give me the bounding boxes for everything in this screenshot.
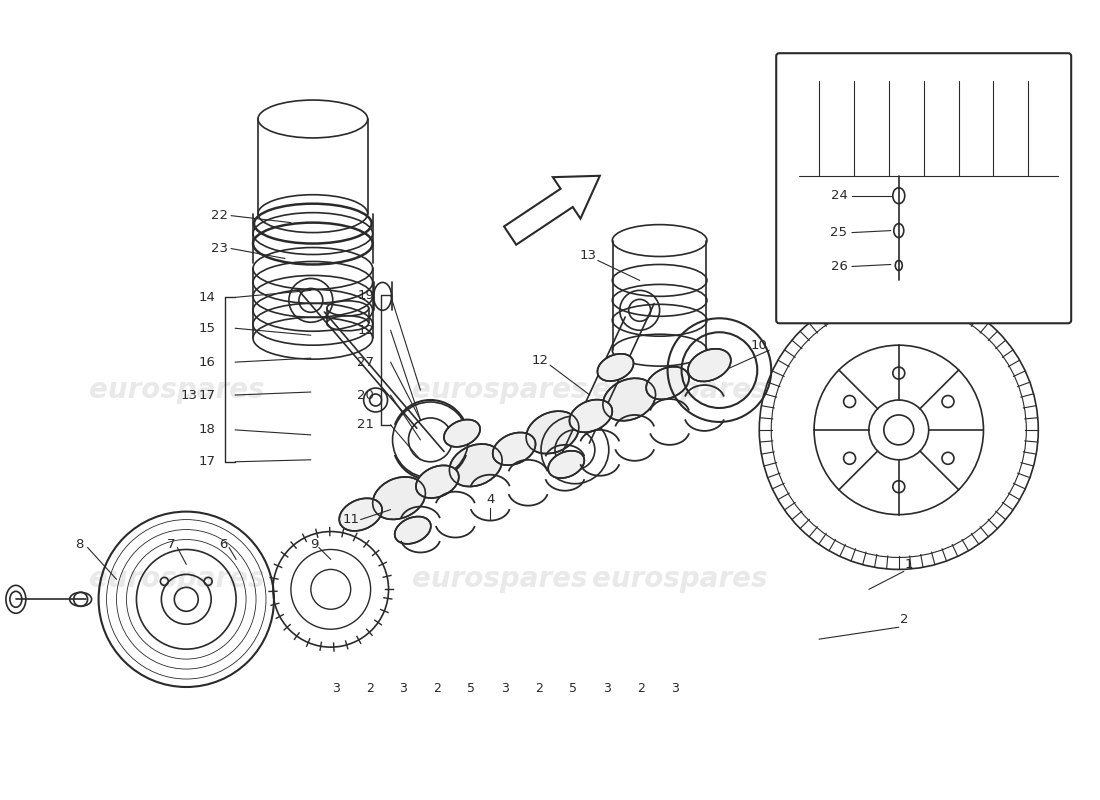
- Text: 5: 5: [468, 682, 475, 695]
- Text: 23: 23: [211, 242, 228, 255]
- Text: 12: 12: [358, 324, 374, 337]
- Text: 21: 21: [358, 418, 374, 431]
- Text: 18: 18: [199, 423, 216, 436]
- Ellipse shape: [493, 433, 536, 465]
- Text: 20: 20: [358, 389, 374, 402]
- Ellipse shape: [450, 444, 502, 486]
- Text: 26: 26: [830, 260, 847, 273]
- Text: 5: 5: [569, 682, 576, 695]
- Text: 24: 24: [830, 190, 847, 202]
- Text: 8: 8: [76, 538, 84, 551]
- Text: 3: 3: [399, 682, 407, 695]
- Text: 2: 2: [433, 682, 441, 695]
- Ellipse shape: [416, 466, 459, 498]
- Text: eurospares: eurospares: [412, 376, 587, 404]
- Text: eurospares: eurospares: [89, 376, 264, 404]
- Ellipse shape: [646, 366, 689, 399]
- Ellipse shape: [597, 354, 634, 381]
- Text: 7: 7: [167, 538, 176, 551]
- Text: eurospares: eurospares: [592, 566, 768, 594]
- Text: 3: 3: [603, 682, 611, 695]
- Text: 19: 19: [358, 289, 374, 302]
- Text: eurospares: eurospares: [412, 566, 587, 594]
- Text: 25: 25: [830, 226, 847, 239]
- Text: 3: 3: [671, 682, 679, 695]
- Ellipse shape: [548, 450, 584, 478]
- Text: 12: 12: [531, 354, 549, 366]
- Text: 2: 2: [900, 613, 908, 626]
- Text: 14: 14: [199, 291, 216, 304]
- Text: 4: 4: [486, 493, 494, 506]
- FancyArrow shape: [504, 176, 600, 245]
- FancyBboxPatch shape: [777, 54, 1071, 323]
- Text: 22: 22: [211, 209, 228, 222]
- Ellipse shape: [444, 419, 480, 447]
- Ellipse shape: [373, 477, 426, 519]
- Text: eurospares: eurospares: [89, 566, 264, 594]
- Text: 3: 3: [332, 682, 340, 695]
- Text: 13: 13: [580, 249, 596, 262]
- Ellipse shape: [339, 498, 382, 531]
- Ellipse shape: [526, 411, 579, 454]
- Text: 3: 3: [502, 682, 509, 695]
- Text: 10: 10: [751, 338, 768, 352]
- Text: 1: 1: [904, 558, 913, 571]
- Text: 27: 27: [358, 356, 374, 369]
- Text: 2: 2: [535, 682, 543, 695]
- Text: 6: 6: [219, 538, 228, 551]
- Ellipse shape: [603, 378, 656, 421]
- Text: 2: 2: [365, 682, 374, 695]
- Text: 2: 2: [637, 682, 645, 695]
- Text: eurospares: eurospares: [592, 376, 768, 404]
- Text: 15: 15: [199, 322, 216, 334]
- Circle shape: [174, 587, 198, 611]
- Text: 17: 17: [199, 455, 216, 468]
- Ellipse shape: [688, 349, 730, 382]
- Text: 17: 17: [199, 389, 216, 402]
- Text: 9: 9: [309, 538, 318, 551]
- Text: 11: 11: [342, 513, 360, 526]
- Ellipse shape: [570, 400, 613, 432]
- Ellipse shape: [395, 517, 431, 544]
- Text: 13: 13: [180, 389, 198, 402]
- Text: 16: 16: [199, 356, 216, 369]
